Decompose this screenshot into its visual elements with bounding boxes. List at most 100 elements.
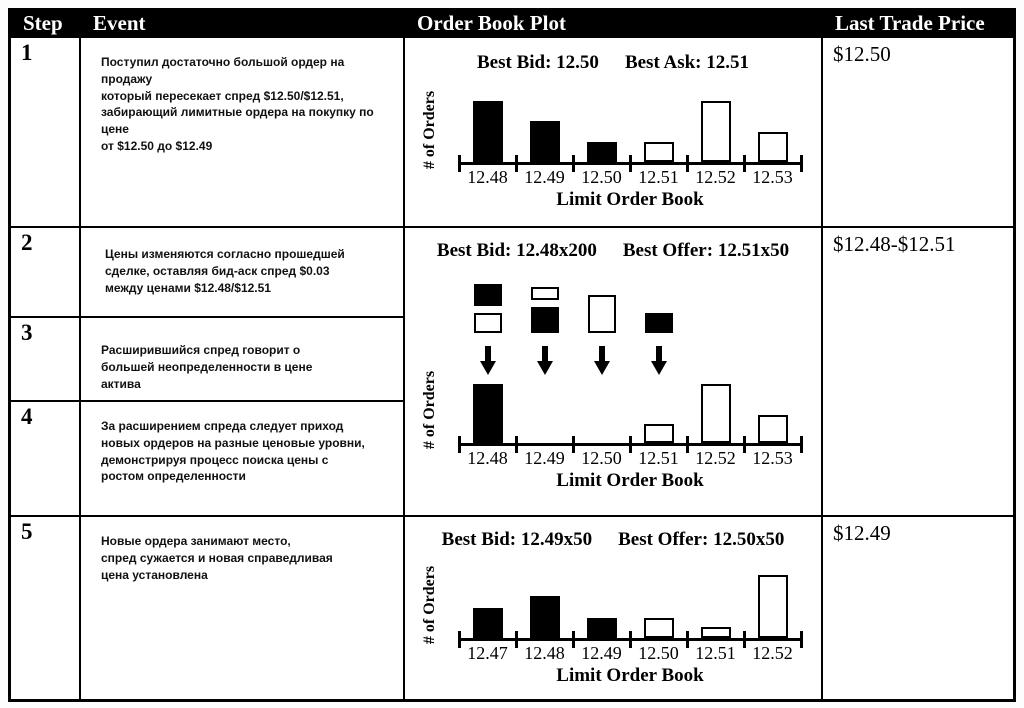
x-tick-label: 12.53: [752, 167, 793, 187]
ask-order-bar: [757, 132, 788, 162]
bid-order-bar: [586, 618, 617, 638]
last-trade-price-1: $12.50: [823, 38, 1013, 226]
axis-tick: [514, 155, 518, 172]
event-text-5: Новые ордера занимают место, спред сужае…: [81, 517, 403, 699]
axis-tick: [571, 155, 575, 172]
x-tick-label: 12.49: [524, 448, 565, 468]
x-tick-label: 12.47: [467, 643, 508, 663]
axis-tick: [799, 631, 803, 648]
x-tick-label: 12.48: [467, 167, 508, 187]
best-ask-label: Best Offer: 12.50x50: [618, 529, 785, 550]
axis-tick: [457, 155, 461, 172]
ask-order-bar: [643, 618, 674, 638]
arrow-stem: [655, 346, 662, 362]
order-book-chart-2: Best Bid: 12.48x200 Best Offer: 12.51x50 #…: [405, 228, 821, 515]
down-arrow-icon: [593, 346, 610, 376]
x-tick-label: 12.48: [524, 643, 565, 663]
step-number-4: 4: [11, 402, 79, 515]
arrow-stem: [598, 346, 605, 362]
axis-tick: [685, 155, 689, 172]
axis-tick: [685, 436, 689, 453]
arrow-head: [479, 361, 496, 375]
y-axis-label: # of Orders: [421, 370, 438, 450]
ask-order-bar: [700, 101, 731, 162]
axis-tick: [799, 436, 803, 453]
best-bid-label: Best Bid: 12.48x200: [436, 240, 597, 261]
axis-tick: [457, 436, 461, 453]
down-arrow-icon: [479, 346, 496, 376]
header-event: Event: [81, 11, 403, 36]
header-last-trade-price: Last Trade Price: [823, 11, 1013, 36]
arrow-head: [593, 361, 610, 375]
order-book-chart-3: Best Bid: 12.49x50 Best Offer: 12.50x50 # …: [405, 517, 821, 699]
axis-tick: [628, 155, 632, 172]
axis-tick: [514, 631, 518, 648]
arrow-stem: [484, 346, 491, 362]
axis-tick: [742, 436, 746, 453]
bid-order-bar: [472, 608, 503, 638]
best-bid-label: Best Bid: 12.49x50: [441, 529, 593, 550]
x-tick-label: 12.50: [638, 643, 679, 663]
axis-tick: [571, 436, 575, 453]
order-book-steps-table: Step Event Order Book Plot Last Trade Pr…: [8, 8, 1016, 702]
incoming-sell-order-block: [587, 295, 616, 333]
axis-tick: [514, 436, 518, 453]
last-trade-price-5: $12.49: [823, 517, 1013, 699]
bid-order-bar: [529, 121, 560, 162]
x-tick-label: 12.49: [581, 643, 622, 663]
header-step: Step: [11, 11, 79, 36]
ask-order-bar: [700, 627, 731, 638]
incoming-sell-order-block: [473, 313, 502, 333]
x-tick-label: 12.51: [638, 167, 679, 187]
event-text-4: За расширением спреда следует приход нов…: [81, 402, 403, 515]
axis-tick: [457, 631, 461, 648]
down-arrow-icon: [536, 346, 553, 376]
x-tick-label: 12.50: [581, 167, 622, 187]
event-text-2: Цены изменяются согласно прошедшей сделк…: [81, 228, 403, 316]
axis-tick: [628, 436, 632, 453]
best-bid-label: Best Bid: 12.50: [477, 52, 599, 73]
step-number-3: 3: [11, 318, 79, 400]
y-axis-label: # of Orders: [421, 565, 438, 645]
step-number-1: 1: [11, 38, 79, 226]
x-axis-title: Limit Order Book: [556, 470, 704, 491]
incoming-sell-order-block: [530, 287, 559, 300]
axis-tick: [628, 631, 632, 648]
ask-order-bar: [757, 415, 788, 443]
axis-tick: [742, 155, 746, 172]
x-tick-label: 12.49: [524, 167, 565, 187]
x-tick-label: 12.50: [581, 448, 622, 468]
bid-order-bar: [586, 142, 617, 162]
header-order-book-plot: Order Book Plot: [405, 11, 821, 36]
bid-order-bar: [529, 596, 560, 638]
chart-title: Best Bid: 12.48x200 Best Offer: 12.51x50: [405, 240, 821, 262]
x-tick-label: 12.52: [695, 167, 736, 187]
event-text-3: Расширившийся спред говорит о большей не…: [81, 318, 403, 400]
chart-title: Best Bid: 12.49x50 Best Offer: 12.50x50: [405, 529, 821, 551]
bid-order-bar: [472, 384, 503, 443]
ask-order-bar: [700, 384, 731, 443]
axis-tick: [571, 631, 575, 648]
event-text-1: Поступил достаточно большой ордер на про…: [81, 38, 403, 226]
step-number-2: 2: [11, 228, 79, 316]
incoming-buy-order-block: [530, 307, 559, 333]
step-number-5: 5: [11, 517, 79, 699]
down-arrow-icon: [650, 346, 667, 376]
incoming-buy-order-block: [473, 284, 502, 306]
last-trade-price-2-4: $12.48-$12.51: [823, 228, 1013, 515]
chart-title: Best Bid: 12.50 Best Ask: 12.51: [405, 52, 821, 74]
x-tick-label: 12.48: [467, 448, 508, 468]
x-axis-title: Limit Order Book: [556, 665, 704, 686]
ask-order-bar: [643, 142, 674, 162]
x-tick-label: 12.52: [695, 448, 736, 468]
arrow-stem: [541, 346, 548, 362]
x-tick-label: 12.51: [638, 448, 679, 468]
x-tick-label: 12.53: [752, 448, 793, 468]
ask-order-bar: [643, 424, 674, 443]
x-tick-label: 12.52: [752, 643, 793, 663]
order-book-chart-1: Best Bid: 12.50 Best Ask: 12.51 # of Order…: [405, 38, 821, 226]
axis-tick: [742, 631, 746, 648]
arrow-head: [650, 361, 667, 375]
axis-tick: [799, 155, 803, 172]
axis-tick: [685, 631, 689, 648]
